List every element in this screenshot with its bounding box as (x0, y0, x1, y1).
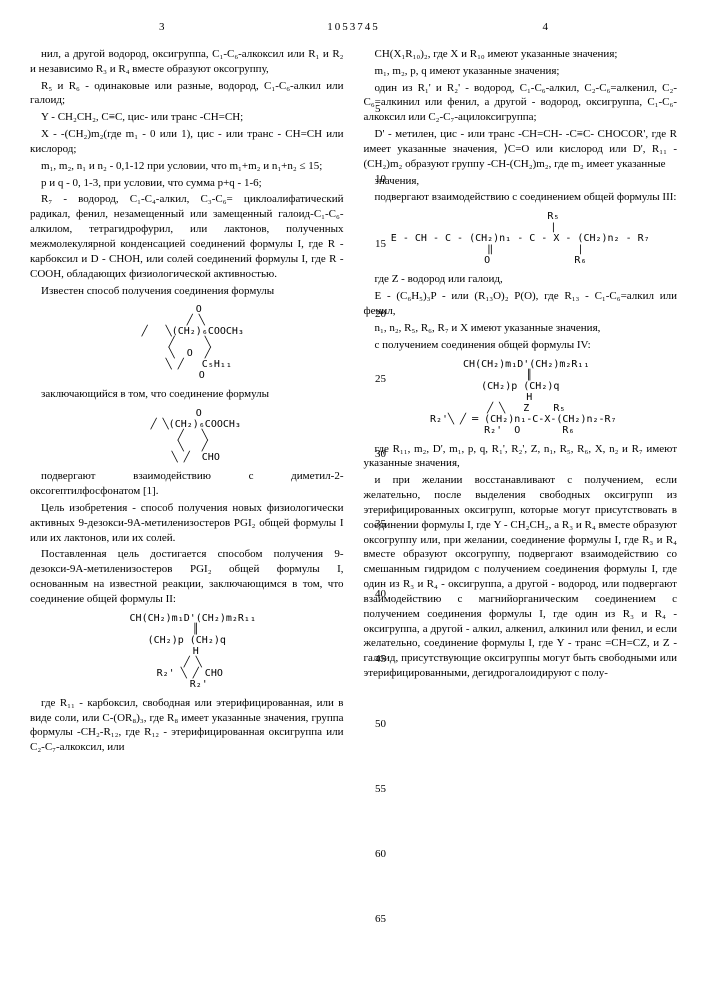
line-mark: 15 (375, 237, 386, 252)
paragraph: m₁, m₂, n₁ и n₂ - 0,1-12 при условии, чт… (30, 159, 344, 174)
paragraph: p и q - 0, 1-3, при условии, что сумма p… (30, 176, 344, 191)
line-mark: 30 (375, 447, 386, 462)
paragraph: нил, а другой водород, оксигруппа, C₁-C₆… (30, 47, 344, 77)
paragraph: X - -(CH₂)m₂(где m₁ - 0 или 1), цис - ил… (30, 127, 344, 157)
line-mark: 5 (375, 102, 381, 117)
paragraph: R₅ и R₆ - одинаковые или разные, водород… (30, 79, 344, 109)
line-mark: 55 (375, 782, 386, 797)
paragraph: где Z - водород или галоид, (364, 272, 678, 287)
line-mark: 40 (375, 587, 386, 602)
line-mark: 25 (375, 372, 386, 387)
paragraph: m₁, m₂, p, q имеют указанные значения; (364, 64, 678, 79)
paragraph: значения, (364, 174, 678, 189)
paragraph: n₁, n₂, R₅, R₆, R₇ и X имеют указанные з… (364, 321, 678, 336)
paragraph: Цель изобретения - способ получения новы… (30, 501, 344, 546)
paragraph: E - (C₆H₅)₃P - или (R₁₃O)₂ P(O), где R₁₃… (364, 289, 678, 319)
chemical-formula: CH(CH₂)m₁D'(CH₂)m₂R₁₁ ║ (CH₂)p (CH₂)q H … (30, 613, 344, 690)
paragraph: Y - CH₂CH₂, C≡C, цис- или транс -CH=CH; (30, 110, 344, 125)
line-mark: 45 (375, 652, 386, 667)
paragraph: где R₁₁ - карбоксил, свободная или этери… (30, 696, 344, 755)
paragraph: CH(X₁R₁₀)₂, где X и R₁₀ имеют указанные … (364, 47, 678, 62)
line-mark: 65 (375, 912, 386, 927)
chemical-formula: CH(CH₂)m₁D'(CH₂)m₂R₁₁ ║ (CH₂)p (CH₂)q H … (364, 359, 678, 436)
line-mark: 20 (375, 307, 386, 322)
paragraph: подвергают взаимодействию с диметил-2-ок… (30, 469, 344, 499)
paragraph: Известен способ получения соединения фор… (30, 284, 344, 299)
line-mark: 60 (375, 847, 386, 862)
paragraph: Поставленная цель достигается способом п… (30, 547, 344, 606)
paragraph: подвергают взаимодействию с соединением … (364, 190, 678, 205)
paragraph: где R₁₁, m₂, D', m₁, p, q, R₁', R₂', Z, … (364, 442, 678, 472)
page-header: 3 1053745 4 (30, 20, 677, 35)
paragraph: с получением соединения общей формулы IV… (364, 338, 678, 353)
line-mark: 10 (375, 172, 386, 187)
paragraph: и при желании восстанавливают с получени… (364, 473, 678, 681)
chemical-formula: O ╱ ╲ ╱ ╲(CH₂)₆COOCH₃ ╱ ╲ ╲ O ╱ ╲ ╱ C₅H₁… (30, 304, 344, 381)
paragraph: R₇ - водород, C₁-C₄-алкил, C₃-C₆= циклоа… (30, 192, 344, 281)
two-column-layout: нил, а другой водород, оксигруппа, C₁-C₆… (30, 47, 677, 757)
document-number: 1053745 (327, 20, 380, 35)
left-column: нил, а другой водород, оксигруппа, C₁-C₆… (30, 47, 344, 757)
right-column: CH(X₁R₁₀)₂, где X и R₁₀ имеют указанные … (364, 47, 678, 757)
content-container: 5 10 15 20 25 30 35 40 45 50 55 60 65 ни… (30, 47, 677, 757)
chemical-formula: R₅ | E - CH - C - (CH₂)n₁ - C - X - (CH₂… (364, 211, 678, 266)
right-page-number: 4 (543, 20, 549, 35)
chemical-formula: O ╱ ╲(CH₂)₆COOCH₃ ╱ ╲ ╲ ╱ ╲ ╱ CHO (30, 408, 344, 463)
left-page-number: 3 (159, 20, 165, 35)
paragraph: заключающийся в том, что соединение форм… (30, 387, 344, 402)
line-mark: 50 (375, 717, 386, 732)
paragraph: один из R₁' и R₂' - водород, C₁-C₆-алкил… (364, 81, 678, 126)
line-mark: 35 (375, 517, 386, 532)
paragraph: D' - метилен, цис - или транс -CH=CH- -C… (364, 127, 678, 172)
